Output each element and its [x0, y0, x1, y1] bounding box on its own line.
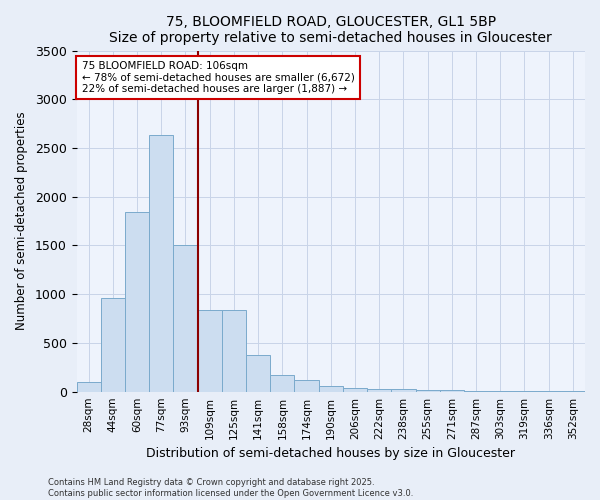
- Bar: [440, 390, 464, 392]
- Bar: [77, 382, 101, 392]
- Bar: [391, 389, 416, 392]
- Bar: [173, 246, 197, 392]
- Bar: [488, 391, 512, 392]
- Bar: [222, 310, 246, 392]
- Bar: [246, 354, 270, 392]
- Title: 75, BLOOMFIELD ROAD, GLOUCESTER, GL1 5BP
Size of property relative to semi-detac: 75, BLOOMFIELD ROAD, GLOUCESTER, GL1 5BP…: [109, 15, 552, 45]
- Bar: [464, 390, 488, 392]
- Bar: [101, 298, 125, 392]
- Bar: [270, 375, 295, 392]
- Bar: [197, 310, 222, 392]
- X-axis label: Distribution of semi-detached houses by size in Gloucester: Distribution of semi-detached houses by …: [146, 447, 515, 460]
- Text: Contains HM Land Registry data © Crown copyright and database right 2025.
Contai: Contains HM Land Registry data © Crown c…: [48, 478, 413, 498]
- Bar: [125, 212, 149, 392]
- Bar: [416, 390, 440, 392]
- Bar: [343, 388, 367, 392]
- Bar: [295, 380, 319, 392]
- Y-axis label: Number of semi-detached properties: Number of semi-detached properties: [15, 112, 28, 330]
- Text: 75 BLOOMFIELD ROAD: 106sqm
← 78% of semi-detached houses are smaller (6,672)
22%: 75 BLOOMFIELD ROAD: 106sqm ← 78% of semi…: [82, 61, 355, 94]
- Bar: [319, 386, 343, 392]
- Bar: [149, 136, 173, 392]
- Bar: [367, 389, 391, 392]
